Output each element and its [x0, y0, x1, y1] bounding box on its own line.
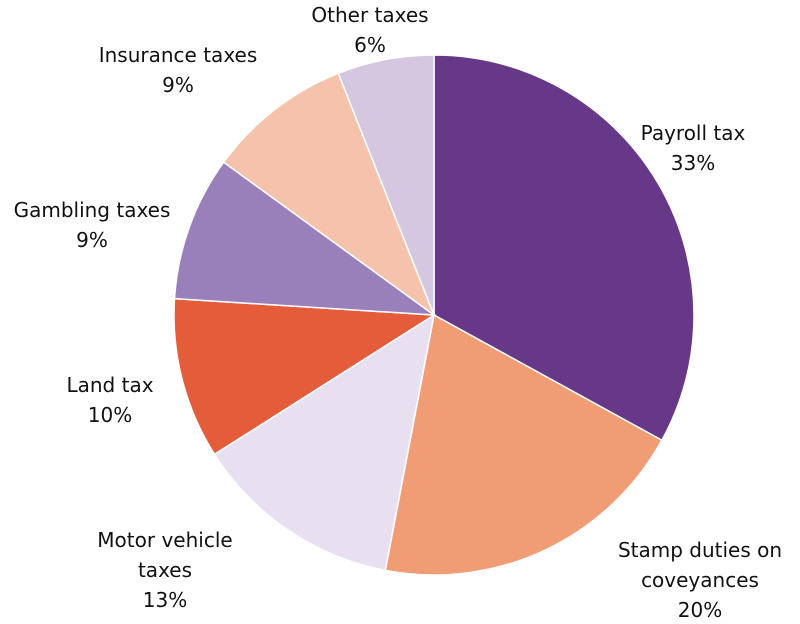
category-label: Stamp duties on coveyances [617, 538, 783, 592]
value-label: 33% [670, 151, 716, 175]
value-label: 6% [354, 33, 386, 57]
category-label: Payroll tax [640, 121, 746, 145]
pie-slice [213, 313, 436, 572]
value-label: 10% [87, 403, 133, 427]
value-label: 20% [677, 598, 723, 622]
category-label: Insurance taxes [98, 43, 258, 67]
category-label: Gambling taxes [13, 198, 171, 222]
slice-label: Land tax 10% [40, 370, 180, 430]
pie-slice [222, 72, 436, 318]
slice-label: Insurance taxes 9% [68, 40, 288, 100]
pie-slice [173, 297, 437, 456]
pie-slice [173, 161, 437, 316]
category-label: Land tax [66, 373, 154, 397]
value-label: 9% [162, 73, 194, 97]
pie-slice [384, 313, 663, 576]
slice-label: Other taxes 6% [290, 0, 450, 60]
slice-label: Payroll tax 33% [613, 118, 773, 178]
pie-slice [433, 54, 695, 442]
category-label: Other taxes [311, 3, 429, 27]
category-label: Motor vehicle taxes [97, 528, 233, 582]
value-label: 13% [142, 588, 188, 612]
slice-label: Stamp duties on coveyances 20% [595, 535, 800, 624]
value-label: 9% [76, 228, 108, 252]
slice-label: Motor vehicle taxes 13% [75, 525, 255, 615]
pie-slice [337, 54, 435, 316]
slice-label: Gambling taxes 9% [0, 195, 192, 255]
